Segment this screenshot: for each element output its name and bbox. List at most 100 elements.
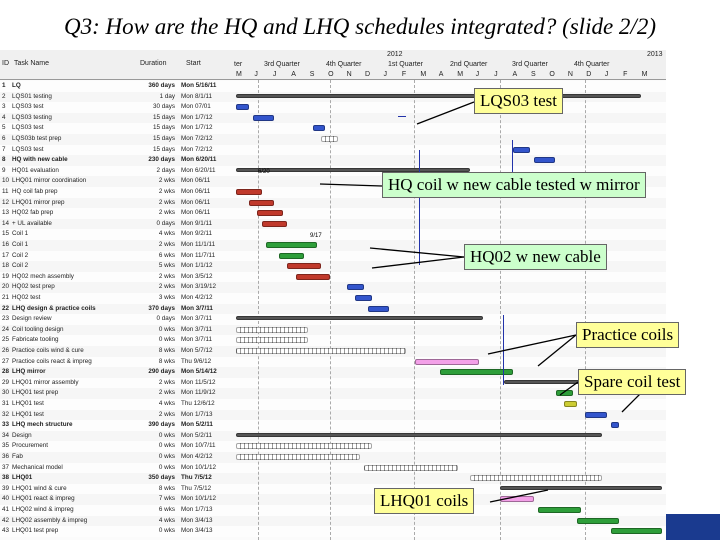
task-name: Procurement (12, 442, 49, 450)
task-duration: 15 days (152, 124, 175, 132)
table-row[interactable]: 37 Mechanical model 0 wks Mon 10/1/12 (0, 462, 666, 474)
table-row[interactable]: 15 Coil 1 4 wks Mon 9/2/11 (0, 229, 666, 240)
task-bar[interactable] (355, 295, 373, 301)
table-row[interactable]: 43 LHQ01 test prep 0 wks Mon 3/4/13 (0, 526, 666, 537)
task-bar[interactable] (538, 507, 582, 513)
milestone-label: 9/17 (310, 233, 322, 240)
task-bar[interactable] (236, 443, 373, 450)
table-row[interactable]: 10 LHQ01 mirror coordination 2 wks Mon 06/1… (0, 176, 666, 187)
task-bar[interactable] (295, 273, 330, 280)
table-row[interactable]: 13 HQ02 fab prep 2 wks Mon 06/11 (0, 208, 666, 219)
task-bar[interactable] (414, 358, 479, 365)
task-duration: 4 wks (158, 230, 175, 238)
task-duration: 0 wks (158, 431, 175, 439)
task-bar[interactable] (236, 348, 407, 354)
task-bar[interactable] (576, 517, 620, 524)
task-bar[interactable] (321, 136, 339, 142)
task-bar[interactable] (368, 305, 390, 312)
task-bar[interactable] (470, 475, 603, 482)
table-row[interactable]: 28 LHQ mirror 290 days Mon 5/14/12 (0, 367, 666, 378)
summary-bar[interactable] (500, 485, 662, 490)
table-row[interactable]: 17 Coil 2 6 wks Mon 11/7/11 (0, 250, 666, 262)
task-bar[interactable] (261, 220, 288, 227)
table-row[interactable]: 16 Coil 1 2 wks Mon 11/1/11 (0, 240, 666, 251)
table-row[interactable]: 4 LQS03 testing 15 days Mon 1/7/12 (0, 112, 666, 124)
table-row[interactable]: 22 LHQ design & practice coils 370 days Mon… (0, 303, 666, 315)
table-row[interactable]: 3 LQS03 test 30 days Mon 07/01 (0, 102, 666, 113)
table-row[interactable]: 29 LHQ01 mirror assembly 2 wks Mon 11/5/12 (0, 377, 666, 389)
task-bar[interactable] (346, 284, 364, 291)
task-bar[interactable] (312, 125, 326, 132)
table-row[interactable]: 1 LQ 360 days Mon 5/16/11 (0, 81, 666, 92)
task-bar[interactable] (610, 528, 662, 535)
task-bar[interactable] (585, 411, 607, 418)
arrow-lqs03 (416, 101, 475, 125)
task-bar[interactable] (440, 369, 513, 376)
table-row[interactable]: 38 LHQ01 350 days Thu 7/5/12 (0, 473, 666, 484)
table-row[interactable]: 33 LHQ mech structure 390 days Mon 5/2/11 (0, 420, 666, 431)
table-row[interactable]: 25 Fabricate tooling 0 wks Mon 3/7/11 (0, 335, 666, 346)
task-start: Mon 1/7/12 (181, 124, 213, 132)
task-duration: 0 days (156, 219, 175, 227)
task-bar[interactable] (253, 114, 275, 121)
task-bar[interactable] (236, 104, 249, 111)
task-duration: 3 wks (158, 294, 175, 301)
task-name: LHQ01 test prep (12, 389, 59, 397)
table-row[interactable]: 27 Practice coils react & impreg 8 wks Thu … (0, 356, 666, 368)
table-row[interactable]: 42 LHQ02 assembly & impreg 4 wks Mon 3/4/13 (0, 515, 666, 527)
month-label: M (236, 71, 242, 78)
table-row[interactable]: 39 LHQ01 wind & cure 8 wks Thu 7/5/12 (0, 483, 666, 495)
arrow-practice-a (487, 334, 577, 355)
task-bar[interactable] (236, 189, 262, 195)
task-name: HQ02 test (12, 294, 41, 301)
task-name: LHQ01 wind & cure (12, 484, 67, 492)
milestone-label: 6/20 (258, 168, 270, 175)
table-row[interactable]: 24 Coil tooling design 0 wks Mon 3/7/11 (0, 324, 666, 336)
task-duration: 4 wks (158, 516, 175, 524)
task-bar[interactable] (564, 401, 577, 407)
task-bar[interactable] (555, 390, 573, 397)
callout-hq-coil-mirror: HQ coil w new cable tested w mirror (382, 172, 646, 198)
table-row[interactable]: 40 LHQ01 react & impreg 7 wks Mon 10/1/12 (0, 494, 666, 505)
table-row[interactable]: 19 HQ02 mech assembly 2 wks Mon 3/5/12 (0, 271, 666, 283)
table-row[interactable]: 21 HQ02 test 3 wks Mon 4/2/12 (0, 293, 666, 304)
task-bar[interactable] (236, 326, 309, 333)
task-bar[interactable] (534, 157, 556, 164)
quarter-label: 4th Quarter (574, 61, 610, 68)
table-row[interactable]: 32 LHQ01 test 2 wks Mon 1/7/13 (0, 409, 666, 421)
callout-practice-coils: Practice coils (576, 322, 680, 348)
task-start: Mon 07/01 (181, 103, 211, 111)
table-row[interactable]: 30 LHQ01 test prep 2 wks Mon 11/9/12 (0, 388, 666, 399)
table-row[interactable]: 8 HQ with new cable 230 days Mon 6/20/11 (0, 155, 666, 166)
task-duration: 4 wks (158, 400, 175, 407)
table-row[interactable]: 41 LHQ02 wind & impreg 6 wks Mon 1/7/13 (0, 505, 666, 516)
table-row[interactable]: 12 LHQ01 mirror prep 2 wks Mon 06/11 (0, 197, 666, 209)
table-row[interactable]: 11 HQ coil fab prep 2 wks Mon 06/11 (0, 187, 666, 198)
task-bar[interactable] (236, 337, 309, 344)
task-bar[interactable] (265, 242, 317, 248)
table-row[interactable]: 5 LQS03 test 15 days Mon 1/7/12 (0, 123, 666, 134)
table-row[interactable]: 20 HQ02 test prep 2 wks Mon 3/19/12 (0, 282, 666, 293)
table-row[interactable]: 31 LHQ01 test 4 wks Thu 12/6/12 (0, 399, 666, 410)
task-start: Thu 9/6/12 (181, 357, 212, 365)
month-label: N (567, 71, 573, 78)
table-header: ID Task Name Duration Start (0, 50, 232, 80)
arrow-spare-b (621, 393, 641, 413)
task-bar[interactable] (363, 464, 458, 471)
summary-bar[interactable] (236, 316, 484, 321)
arrow-practice-b (537, 334, 577, 367)
summary-bar[interactable] (236, 93, 641, 98)
summary-bar[interactable] (236, 167, 471, 172)
task-bar[interactable] (610, 422, 620, 429)
task-bar[interactable] (278, 252, 305, 259)
task-bar[interactable] (236, 454, 360, 460)
task-bar[interactable] (248, 199, 275, 206)
table-row[interactable]: 18 Coil 2 5 wks Mon 1/1/12 (0, 261, 666, 272)
task-bar[interactable] (257, 210, 283, 217)
year-label: 2013 (647, 51, 663, 58)
task-bar[interactable] (287, 263, 322, 270)
summary-bar[interactable] (236, 432, 603, 437)
table-row[interactable]: 14 + UL available 0 days Mon 9/1/11 (0, 218, 666, 230)
task-bar[interactable] (512, 146, 530, 153)
table-row[interactable]: 7 LQS03 test 15 days Mon 7/2/12 (0, 144, 666, 156)
